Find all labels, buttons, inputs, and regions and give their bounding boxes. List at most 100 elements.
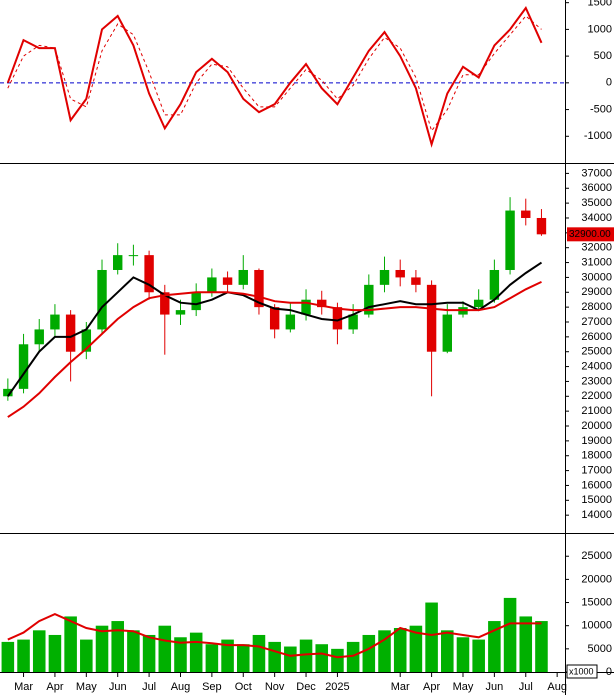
y-tick-label: 20000	[581, 573, 612, 585]
y-tick-label: 34000	[581, 212, 612, 224]
candle-body	[81, 329, 92, 352]
x-tick-label: May	[76, 681, 97, 693]
line-series	[7, 280, 542, 418]
y-tick-label: 18000	[581, 450, 612, 462]
candle-body	[395, 269, 405, 278]
volume-bar	[64, 616, 77, 672]
candle-body	[489, 269, 500, 300]
line-series	[7, 613, 542, 659]
x-tick-label: Aug	[171, 681, 191, 693]
unit-label: x1000	[569, 666, 594, 676]
volume-bar	[441, 630, 454, 672]
y-tick-label: 19000	[581, 435, 612, 447]
candle-body	[411, 277, 421, 285]
candle-body	[50, 314, 60, 330]
volume-bar	[95, 625, 109, 672]
last-value-tag	[567, 227, 614, 242]
volume-bar	[456, 637, 470, 672]
candle-body	[97, 269, 107, 330]
volume-bar	[236, 644, 250, 672]
line-series	[6, 261, 543, 397]
candle-body	[65, 314, 76, 352]
x-tick-label: Mar	[14, 681, 33, 693]
candle-body	[301, 299, 311, 315]
y-tick-label: 1500	[588, 0, 612, 9]
candle-body	[364, 284, 374, 315]
volume-bar	[472, 639, 485, 672]
candle-body	[34, 329, 44, 345]
y-tick-label: 27000	[581, 316, 612, 328]
last-value-label: 32900.00	[569, 229, 611, 240]
x-tick-label: Jul	[519, 681, 533, 693]
candle-body	[521, 210, 531, 218]
volume-bar	[17, 639, 30, 672]
volume-bar	[346, 641, 360, 672]
candle-body	[207, 277, 217, 293]
candle-body	[254, 269, 264, 308]
x-tick-label: Apr	[46, 681, 63, 693]
volume-bar	[299, 639, 313, 672]
candle-body	[3, 388, 13, 397]
volume-bar	[1, 641, 15, 672]
y-tick-label: 24000	[581, 360, 612, 372]
volume-bar	[425, 602, 438, 672]
candle-body	[379, 269, 390, 285]
volume-bar	[252, 634, 266, 672]
y-tick-label: 0	[606, 666, 612, 678]
volume-bar	[393, 628, 407, 672]
volume-bar	[488, 621, 501, 672]
y-tick-label: 25000	[581, 346, 612, 358]
candle-body	[473, 299, 484, 308]
y-tick-label: 35000	[581, 197, 612, 209]
y-tick-label: 17000	[581, 464, 612, 476]
line-series	[7, 15, 542, 133]
x-tick-label: Jun	[486, 681, 504, 693]
y-tick-label: 25000	[581, 550, 612, 562]
candle-body	[442, 314, 452, 352]
candle-body	[426, 284, 437, 352]
candle-body	[191, 292, 201, 311]
volume-bar	[503, 597, 517, 672]
volume-bar	[111, 621, 124, 672]
volume-bar	[127, 630, 140, 672]
volume-bar	[48, 634, 62, 672]
candle-body	[160, 292, 170, 315]
x-tick-label: Nov	[265, 681, 285, 693]
y-tick-label: 21000	[581, 405, 612, 417]
x-tick-label: May	[453, 681, 474, 693]
y-tick-label: 15000	[581, 494, 612, 506]
y-tick-label: 500	[594, 50, 612, 62]
volume-bar	[221, 639, 234, 672]
candle-body	[348, 314, 358, 330]
volume-bar	[142, 634, 156, 672]
x-tick-label: Dec	[296, 681, 316, 693]
y-tick-label: 22000	[581, 390, 612, 402]
x-tick-label: Sep	[202, 681, 222, 693]
x-tick-label: Oct	[235, 681, 252, 693]
candle-body	[238, 269, 248, 285]
candle-body	[269, 307, 280, 330]
candle-body	[113, 255, 123, 270]
y-tick-label: 15000	[581, 596, 612, 608]
y-tick-label: 20000	[581, 420, 612, 432]
candle-body	[128, 255, 139, 257]
volume-bar	[362, 634, 376, 672]
candle-body	[18, 344, 29, 389]
candle-body	[536, 217, 547, 235]
y-tick-label: 31000	[581, 256, 612, 268]
volume-bar	[535, 621, 548, 672]
y-tick-label: 23000	[581, 375, 612, 387]
y-tick-label: 26000	[581, 331, 612, 343]
volume-bar	[189, 632, 203, 672]
volume-bar	[158, 625, 172, 672]
x-tick-label: Jul	[142, 681, 156, 693]
y-tick-label: 37000	[581, 167, 612, 179]
volume-bar	[331, 648, 344, 672]
volume-bar	[284, 646, 297, 672]
volume-bar	[315, 644, 329, 672]
y-tick-label: 14000	[581, 509, 612, 521]
y-tick-label: 0	[606, 77, 612, 89]
